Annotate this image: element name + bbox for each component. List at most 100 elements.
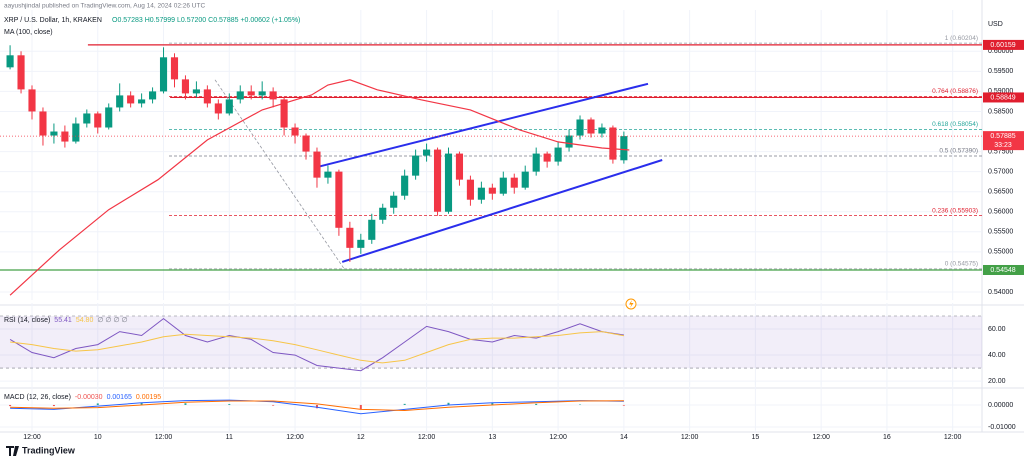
price-tag: [983, 92, 1024, 103]
trend-line: [341, 159, 663, 263]
candle-body: [159, 57, 168, 92]
histogram-bar: [491, 402, 494, 405]
x-tick-label: 12:00: [549, 434, 567, 441]
candle-body: [423, 149, 431, 156]
candle-body: [324, 171, 332, 178]
histogram-bar: [403, 403, 406, 405]
y-tick-label: 0.56000: [988, 209, 1013, 216]
author: aayushjindal published on TradingView.co…: [4, 3, 205, 10]
x-tick-label: 11: [226, 434, 233, 441]
candle-body: [346, 227, 354, 248]
pane-title: RSI (14, close) 55.41 54.80 ∅ ∅ ∅ ∅: [4, 317, 128, 324]
candle-body: [609, 127, 617, 160]
chart-title: XRP / U.S. Dollar, 1h, KRAKEN: [4, 17, 102, 24]
candle-body: [455, 153, 464, 180]
currency: USD: [988, 21, 1003, 28]
candle-body: [269, 91, 277, 100]
histogram-bar: [184, 403, 187, 405]
candle-body: [50, 131, 58, 136]
ma-legend: MA (100, close): [4, 29, 53, 36]
fib-label: 0.618 (0.58054): [932, 121, 978, 128]
pane-title: MACD (12, 26, close) -0.00030 0.00165 0.001…: [4, 394, 161, 401]
legend-value: 0.00165: [107, 394, 132, 401]
candle-body: [149, 91, 157, 100]
candle-body: [543, 153, 551, 162]
trend-line: [317, 82, 649, 168]
histogram-bar: [359, 404, 362, 410]
histogram-bar: [96, 403, 99, 405]
candle-body: [466, 179, 474, 200]
candle-body: [127, 95, 135, 104]
legend-value: 55.41: [54, 317, 72, 324]
macd-line: [10, 400, 624, 412]
y-tick-label: 0.58500: [988, 108, 1013, 115]
candle-body: [17, 55, 25, 90]
candle-body: [72, 123, 80, 142]
price-tag: [983, 39, 1024, 50]
x-tick-label: 14: [620, 434, 628, 441]
candle-body: [576, 119, 584, 136]
candle-body: [499, 177, 507, 194]
rsi-line: [10, 331, 624, 364]
x-tick-label: 12:00: [812, 434, 830, 441]
candle-body: [477, 187, 485, 200]
histogram-bar: [140, 402, 143, 405]
candle-body: [280, 99, 288, 128]
candle-body: [587, 119, 595, 134]
candle-body: [532, 153, 540, 172]
candle-body: [390, 195, 398, 208]
candle-body: [28, 89, 36, 112]
candle-body: [247, 91, 255, 96]
trend-line: [214, 79, 346, 271]
candle-body: [291, 127, 299, 136]
histogram-bar: [622, 404, 625, 406]
candle-body: [236, 91, 244, 100]
x-tick-label: 13: [488, 434, 496, 441]
price-tag-label: 0.57885: [990, 133, 1015, 140]
legend-value: 54.80: [76, 317, 94, 324]
price-tag-label: 0.58849: [990, 94, 1015, 101]
candle-body: [94, 113, 102, 128]
y-tick-label: -0.01000: [988, 424, 1016, 431]
y-tick-label: 0.00000: [988, 402, 1013, 409]
candle-body: [412, 155, 420, 176]
logo-text: TradingView: [22, 445, 76, 455]
candle-body: [433, 149, 442, 212]
candle-body: [335, 171, 343, 228]
histogram-bar: [9, 404, 12, 407]
x-tick-label: 12:00: [944, 434, 962, 441]
x-tick-label: 12:00: [418, 434, 436, 441]
candle-body: [565, 135, 573, 148]
y-tick-label: 0.55000: [988, 249, 1013, 256]
y-tick-label: 0.55500: [988, 229, 1013, 236]
candle-body: [170, 57, 179, 80]
candle-body: [6, 55, 14, 68]
candle-body: [488, 187, 496, 194]
x-tick-label: 12:00: [155, 434, 173, 441]
candle-body: [138, 99, 146, 104]
candle-body: [401, 175, 409, 196]
candle-body: [554, 147, 562, 162]
candle-body: [214, 103, 222, 114]
histogram-bar: [228, 404, 231, 405]
y-tick-label: 0.57000: [988, 168, 1013, 175]
candle-body: [225, 99, 233, 114]
y-tick-label: 60.00: [988, 326, 1006, 333]
y-tick-label: 0.56500: [988, 189, 1013, 196]
candle-body: [83, 113, 91, 124]
price-tag-label: 0.60159: [990, 42, 1015, 49]
candle-body: [39, 111, 47, 136]
histogram-bar: [272, 404, 275, 406]
price-tag: [983, 264, 1024, 275]
histogram-bar: [447, 402, 450, 405]
ohlc-legend: O0.57283 H0.57999 L0.57200 C0.57885 +0.0…: [112, 17, 300, 24]
histogram-bar: [52, 404, 55, 407]
candle-body: [203, 89, 211, 104]
legend-value: -0.00030: [75, 394, 103, 401]
histogram-bar: [535, 403, 538, 405]
y-tick-label: 40.00: [988, 352, 1006, 359]
histogram-bar: [315, 404, 318, 409]
y-tick-label: 0.57500: [988, 148, 1013, 155]
candle-body: [181, 79, 190, 94]
